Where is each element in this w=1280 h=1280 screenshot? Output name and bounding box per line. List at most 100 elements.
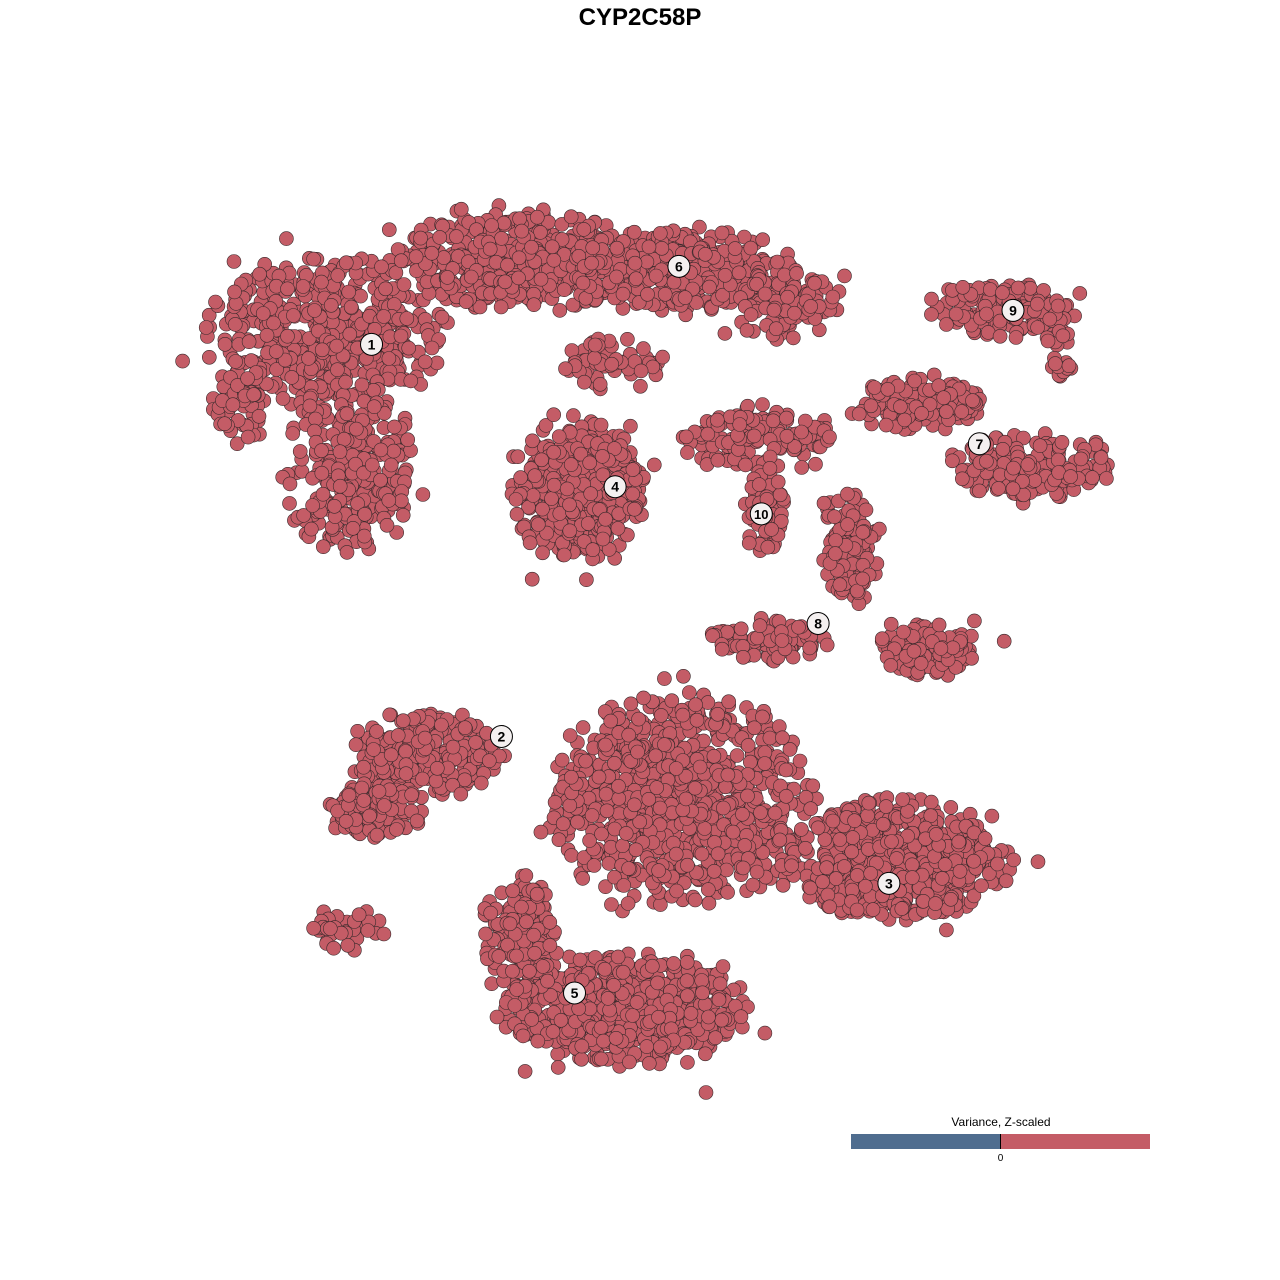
cell-point (409, 813, 425, 829)
cell-point (896, 624, 911, 640)
cell-point (275, 391, 291, 406)
cell-point (282, 476, 298, 492)
cell-point (599, 803, 615, 819)
cell-point (286, 308, 301, 323)
cell-point (979, 306, 994, 322)
cell-point (575, 720, 591, 735)
cell-point (657, 286, 673, 302)
cell-point (558, 361, 573, 377)
cell-point (369, 827, 385, 843)
cell-point (675, 707, 691, 723)
cell-point (855, 571, 870, 587)
cell-point (594, 826, 609, 842)
cell-point (295, 279, 311, 294)
cell-point (609, 269, 624, 285)
cell-point (778, 788, 794, 804)
cell-point (415, 487, 431, 502)
cell-point (246, 387, 261, 402)
cell-point (229, 436, 245, 452)
cell-point (226, 254, 242, 269)
cell-point (721, 694, 737, 710)
cell-point (393, 253, 409, 269)
cell-point (755, 232, 771, 247)
cell-point (740, 788, 755, 804)
cell-point (630, 744, 645, 760)
cell-point (345, 520, 361, 536)
cell-point (733, 621, 749, 637)
cell-point (710, 452, 726, 468)
cell-point (240, 371, 255, 386)
cell-point (1061, 358, 1077, 374)
cell-point (357, 506, 373, 522)
cell-point (692, 759, 708, 775)
cell-point (453, 786, 469, 802)
cell-point (389, 822, 404, 837)
cell-point (995, 441, 1011, 457)
cell-point (595, 449, 610, 464)
cell-point (938, 404, 954, 420)
cell-point (757, 286, 773, 302)
cell-point (1006, 460, 1021, 476)
cell-point (279, 231, 294, 246)
cell-point (984, 808, 1000, 824)
cell-point (338, 255, 354, 271)
cell-point (626, 797, 642, 813)
cell-point (880, 381, 896, 397)
cell-point (1085, 470, 1100, 485)
cell-point (649, 780, 665, 795)
cell-point (741, 535, 757, 551)
cell-point (816, 495, 832, 511)
cell-point (292, 444, 308, 459)
cell-point (943, 800, 959, 815)
cell-point (1055, 328, 1071, 344)
cell-point (510, 449, 526, 465)
cell-point (482, 241, 498, 257)
cell-point (373, 442, 389, 458)
cell-point (757, 756, 773, 771)
cell-point (556, 282, 572, 298)
cell-point (356, 759, 371, 775)
cell-point (991, 481, 1006, 496)
cell-point (578, 753, 593, 769)
cell-point (794, 460, 810, 475)
cell-point (627, 255, 643, 271)
cell-point (858, 502, 874, 518)
cell-point (1073, 451, 1089, 467)
cell-point (714, 641, 730, 657)
cell-point (628, 842, 644, 858)
cell-point (369, 724, 384, 739)
cell-point (1020, 457, 1036, 472)
cell-point (315, 539, 331, 555)
cell-point (527, 468, 543, 484)
cell-point (424, 340, 440, 356)
cell-point (564, 848, 579, 863)
cell-point (301, 351, 316, 366)
cell-point (376, 926, 392, 942)
cell-point (653, 708, 669, 723)
cell-point (584, 808, 600, 823)
cell-point (648, 748, 664, 764)
cell-point (251, 408, 267, 424)
cell-point (907, 373, 922, 389)
cell-point (468, 735, 483, 750)
cell-point (306, 920, 321, 936)
cell-point (687, 892, 703, 908)
cell-point (828, 533, 843, 548)
cell-point (933, 641, 949, 656)
cell-point (625, 462, 641, 477)
cell-point (535, 545, 550, 561)
cell-point (931, 617, 947, 633)
cell-point (725, 824, 741, 840)
cell-point (551, 832, 567, 848)
cell-point (546, 407, 562, 423)
cell-point (789, 266, 804, 281)
cell-point (587, 350, 602, 366)
cell-point (767, 805, 783, 821)
cell-point (636, 341, 651, 356)
cell-point (794, 424, 809, 440)
cell-point (755, 397, 770, 412)
cell-point (348, 737, 364, 753)
cell-point (390, 728, 406, 743)
cell-point (268, 344, 284, 359)
cell-point (735, 806, 750, 822)
